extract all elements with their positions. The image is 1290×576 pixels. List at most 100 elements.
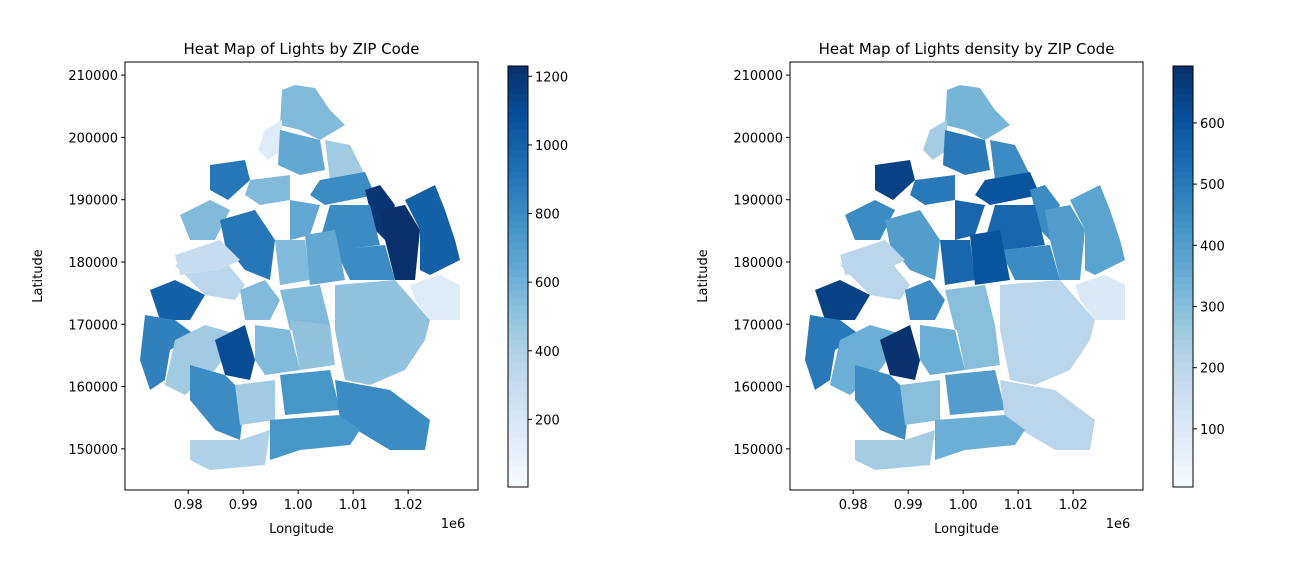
zip-region (845, 200, 895, 240)
colorbar-segment (1173, 66, 1193, 74)
map-panel: 0.98 0.99 1.00 1.01 1.02 150000 160000 170000 18… (31, 40, 568, 537)
colorbar-segment (1173, 178, 1193, 186)
colorbar-segment (508, 178, 528, 186)
colorbar-segment (508, 304, 528, 313)
colorbar-segment (1173, 199, 1193, 207)
zip-region (940, 240, 975, 285)
zip-region (235, 380, 275, 425)
x-tick-label: 1.02 (1059, 498, 1088, 513)
colorbar-segment (508, 115, 528, 123)
colorbar-tick-label: 100 (1200, 423, 1225, 438)
zip-region (955, 200, 985, 240)
colorbar-segment (1173, 430, 1193, 439)
colorbar-segment (508, 353, 528, 362)
zip-region (875, 160, 915, 200)
colorbar-segment (508, 101, 528, 109)
x-axis-label: Longitude (934, 522, 999, 537)
x-offset-label: 1e6 (1106, 517, 1131, 532)
zip-region (190, 430, 270, 470)
colorbar-segment (508, 269, 528, 277)
colorbar-segment (508, 248, 528, 256)
y-tick-label: 170000 (733, 318, 783, 333)
colorbar-segment (508, 199, 528, 207)
colorbar-segment (1173, 465, 1193, 474)
colorbar-segment (508, 227, 528, 235)
colorbar-segment (1173, 346, 1193, 355)
y-tick-label: 180000 (733, 256, 783, 271)
colorbar-segment (508, 129, 528, 137)
zip-region (975, 172, 1040, 205)
zip-region (1070, 185, 1125, 275)
zip-region (885, 210, 940, 280)
colorbar-segment (508, 367, 528, 376)
zip-region (1000, 245, 1060, 280)
colorbar-segment (1173, 122, 1193, 130)
colorbar-segment (508, 255, 528, 263)
zip-region (900, 380, 940, 425)
colorbar-segment (1173, 360, 1193, 369)
zip-region (280, 370, 340, 415)
zip-region (255, 325, 300, 375)
colorbar-segment (1173, 255, 1193, 263)
zip-region (290, 200, 320, 240)
zip-region (990, 140, 1030, 180)
colorbar-segment (1173, 262, 1193, 270)
zip-region (880, 325, 920, 380)
colorbar-segment (1173, 101, 1193, 109)
colorbar-segment (508, 157, 528, 165)
zip-region (1075, 275, 1125, 320)
colorbar-segment (1173, 437, 1193, 446)
y-tick-label: 150000 (733, 443, 783, 458)
colorbar-segment (508, 339, 528, 348)
y-tick-label: 200000 (68, 131, 118, 146)
colorbar-segment (508, 297, 528, 306)
colorbar-segment (1173, 283, 1193, 292)
colorbar-segment (508, 332, 528, 341)
colorbar-segment (508, 213, 528, 221)
zip-region (310, 172, 375, 205)
colorbar-tick-label: 300 (1200, 300, 1225, 315)
colorbar-segment (508, 192, 528, 200)
colorbar-segment (1173, 472, 1193, 481)
colorbar-segment (1173, 416, 1193, 425)
colorbar-segment (508, 290, 528, 299)
zip-region (190, 365, 245, 440)
zip-region (935, 415, 1025, 460)
zip-region (335, 280, 430, 385)
zip-region (215, 325, 255, 380)
colorbar-segment (508, 374, 528, 383)
zip-region (945, 85, 1010, 140)
colorbar-segment (508, 136, 528, 144)
colorbar-segment (1173, 143, 1193, 151)
colorbar-segment (1173, 87, 1193, 95)
colorbar-tick-label: 1200 (535, 70, 568, 85)
zip-region (380, 205, 420, 280)
colorbar-segment (1173, 311, 1193, 320)
zip-region (945, 285, 995, 330)
colorbar-segment (1173, 213, 1193, 221)
colorbar-segment (508, 472, 528, 481)
colorbar-segment (508, 325, 528, 334)
zip-region (270, 415, 360, 460)
zip-region (1000, 380, 1095, 450)
colorbar-segment (508, 409, 528, 418)
colorbar-segment (1173, 73, 1193, 81)
zip-region (305, 230, 345, 285)
x-tick-label: 1.00 (949, 498, 978, 513)
x-tick-label: 0.98 (174, 498, 203, 513)
colorbar-segment (1173, 423, 1193, 432)
zip-region (855, 365, 910, 440)
y-axis-label: Latitude (31, 249, 46, 303)
chart-title: Heat Map of Lights by ZIP Code (183, 40, 419, 58)
zip-region (815, 280, 870, 320)
zip-region (240, 280, 280, 320)
colorbar-segment (1173, 325, 1193, 334)
colorbar-segment (508, 150, 528, 158)
colorbar-segment (508, 451, 528, 460)
colorbar-segment (1173, 332, 1193, 341)
colorbar-segment (508, 171, 528, 179)
y-tick-label: 180000 (68, 256, 118, 271)
colorbar-segment (1173, 388, 1193, 397)
colorbar-segment (1173, 157, 1193, 165)
colorbar-segment (508, 262, 528, 270)
